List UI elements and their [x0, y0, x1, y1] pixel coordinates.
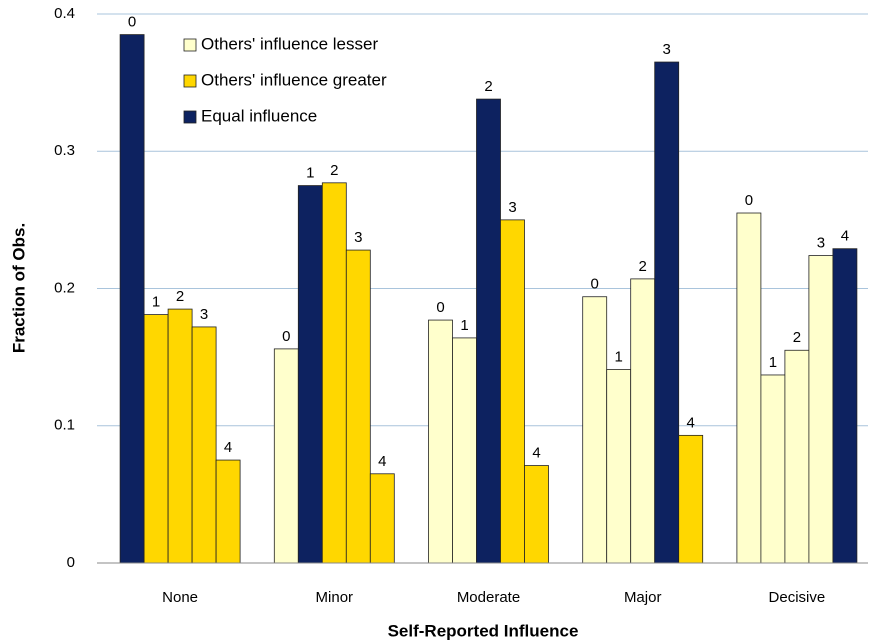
bar-label: 4 — [687, 414, 695, 431]
bar-label: 2 — [176, 288, 184, 305]
bar — [428, 319, 453, 564]
legend-swatch — [183, 110, 197, 124]
bar — [452, 337, 477, 564]
bar-label: 1 — [152, 294, 160, 311]
bar — [273, 348, 299, 564]
bar-label: 2 — [793, 329, 801, 346]
y-tick-label: 0 — [67, 554, 75, 571]
legend-swatch — [183, 38, 197, 52]
bar — [369, 473, 395, 564]
bar-label: 1 — [615, 348, 623, 365]
bar — [808, 255, 834, 564]
bar-label: 0 — [591, 276, 599, 293]
bar-label: 1 — [769, 354, 777, 371]
bar — [760, 374, 786, 564]
legend-label: Others' influence greater — [201, 70, 387, 89]
bar-label: 1 — [306, 165, 314, 182]
bar-label: 3 — [663, 41, 671, 58]
x-axis-title: Self-Reported Influence — [388, 621, 579, 640]
x-tick-label: Moderate — [457, 589, 520, 606]
y-tick-label: 0.4 — [54, 5, 75, 22]
bar — [582, 296, 608, 564]
bar-label: 3 — [508, 199, 516, 216]
bar — [654, 61, 680, 564]
bar-label: 4 — [378, 453, 386, 470]
bar-label: 4 — [224, 439, 232, 456]
bar-label: 0 — [436, 299, 444, 316]
bar-label: 3 — [200, 306, 208, 323]
bar — [215, 459, 241, 564]
bar — [784, 349, 810, 564]
bar-label: 4 — [532, 445, 540, 462]
bar-label: 0 — [128, 14, 136, 31]
bar-label: 1 — [460, 317, 468, 334]
bar-label: 2 — [484, 78, 492, 95]
bar-label: 2 — [330, 162, 338, 179]
bar — [736, 212, 762, 564]
bar-label: 0 — [745, 192, 753, 209]
bar-label: 4 — [841, 228, 849, 245]
bar — [476, 98, 501, 564]
bar — [606, 369, 632, 564]
bar — [297, 185, 323, 564]
bar — [143, 314, 169, 564]
bar — [678, 434, 704, 564]
bar — [500, 219, 525, 564]
x-tick-label: Decisive — [769, 589, 826, 606]
x-tick-label: None — [162, 589, 198, 606]
legend-label: Equal influence — [201, 106, 317, 125]
bar-label: 0 — [282, 328, 290, 345]
bar — [119, 34, 145, 564]
legend-label: Others' influence lesser — [201, 34, 378, 53]
legend-swatch — [183, 74, 197, 88]
bar — [345, 249, 371, 564]
bar — [321, 182, 347, 564]
y-axis-title: Fraction of Obs. — [9, 223, 28, 353]
bar — [524, 465, 549, 564]
x-tick-label: Major — [624, 589, 662, 606]
bar — [191, 326, 217, 564]
y-tick-label: 0.1 — [54, 417, 75, 434]
bar — [167, 308, 193, 564]
x-tick-label: Minor — [316, 589, 354, 606]
bar — [630, 278, 656, 564]
bar — [832, 248, 858, 564]
bar-label: 3 — [817, 235, 825, 252]
y-tick-label: 0.3 — [54, 142, 75, 159]
y-tick-label: 0.2 — [54, 279, 75, 296]
bar-label: 2 — [639, 258, 647, 275]
bar-label: 3 — [354, 229, 362, 246]
